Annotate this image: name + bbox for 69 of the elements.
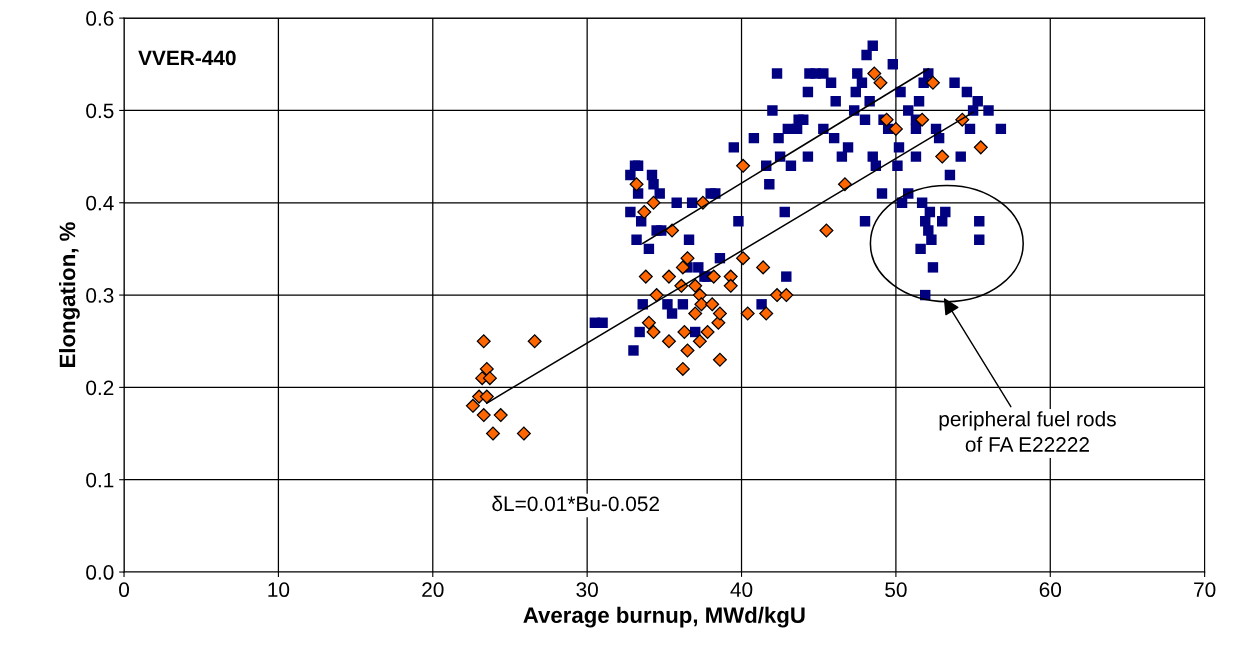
point	[641, 315, 656, 330]
point	[879, 112, 894, 127]
y-tick-label: 0.0	[86, 565, 114, 580]
point	[649, 288, 664, 303]
point	[736, 158, 751, 173]
point	[637, 204, 652, 219]
point	[705, 297, 720, 312]
x-tick-label: 0	[119, 582, 130, 598]
point	[759, 306, 774, 321]
point	[925, 75, 940, 90]
point	[476, 408, 491, 423]
point	[646, 324, 661, 340]
x-tick-label: 60	[1039, 582, 1062, 598]
point	[867, 66, 882, 81]
point	[661, 334, 676, 349]
point	[479, 389, 494, 404]
x-tick-label: 40	[730, 582, 753, 598]
point	[700, 324, 715, 340]
x-tick-label: 20	[422, 582, 444, 598]
point	[646, 195, 661, 210]
point	[779, 288, 794, 303]
annotation: peripheral fuel rods of FA E22222	[939, 411, 1116, 452]
annotation: δL=0.01*Bu-0.052	[492, 495, 659, 512]
point	[935, 149, 950, 164]
point	[476, 334, 491, 349]
point	[694, 297, 709, 312]
y-axis-title: Elongation, %	[58, 222, 80, 368]
y-tick-label: 0.3	[86, 288, 114, 303]
point	[485, 426, 500, 441]
point	[677, 324, 692, 340]
point	[629, 177, 644, 192]
point	[756, 260, 771, 275]
y-tick-label: 0.4	[86, 195, 114, 211]
point	[740, 306, 755, 321]
point	[661, 269, 676, 284]
annotation: VVER-440	[138, 50, 236, 66]
y-tick-label: 0.6	[86, 11, 114, 26]
point	[675, 260, 690, 275]
point	[465, 398, 480, 413]
point	[638, 269, 653, 284]
x-tick-label: 50	[885, 582, 907, 598]
point	[527, 334, 542, 349]
point	[723, 278, 738, 293]
point	[973, 140, 988, 155]
point	[888, 121, 903, 136]
y-tick-label: 0.2	[86, 380, 114, 396]
point	[680, 343, 695, 358]
point	[482, 371, 497, 386]
y-tick-label: 0.1	[86, 472, 114, 488]
point	[712, 306, 727, 321]
x-tick-label: 30	[576, 582, 598, 598]
point	[915, 112, 930, 127]
point	[675, 361, 690, 376]
x-axis-title: Average burnup, MWd/kgU	[523, 606, 805, 628]
point	[493, 408, 508, 423]
point	[688, 306, 703, 321]
point	[712, 352, 727, 367]
point	[479, 361, 494, 376]
x-tick-label: 10	[268, 582, 290, 598]
point	[516, 426, 531, 441]
point	[680, 251, 695, 266]
point	[706, 269, 721, 284]
x-tick-label: 70	[1194, 582, 1216, 598]
point	[688, 278, 703, 293]
point	[692, 334, 707, 349]
point	[819, 223, 834, 238]
point	[736, 251, 751, 266]
point	[873, 75, 888, 90]
y-tick-label: 0.5	[86, 103, 114, 119]
